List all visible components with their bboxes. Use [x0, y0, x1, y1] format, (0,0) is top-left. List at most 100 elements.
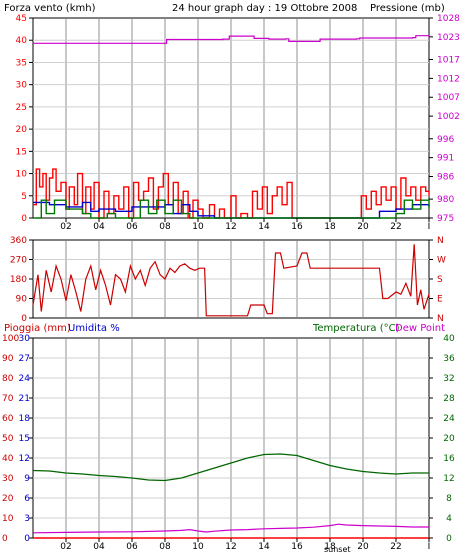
y-tick-label: 270 — [10, 256, 27, 266]
x-tick-label: 20 — [357, 222, 369, 232]
y-tick-label: 180 — [10, 275, 27, 285]
y2-tick-label: 1023 — [437, 33, 460, 43]
y-tick-label: 15 — [16, 147, 27, 157]
humidity-axis-title: Umidita % — [68, 323, 120, 334]
y2-tick-label: 986 — [437, 172, 454, 182]
y-axis-left-ticks: 0 90 180 270 360 — [10, 236, 33, 322]
x-tick-label: 02 — [60, 222, 71, 232]
series-line — [33, 35, 430, 44]
y-tick-label-rain: 30 — [2, 474, 14, 484]
humidity-temperature-chart: Pioggia (mm) Umidita % Temperatura (°C) … — [2, 323, 455, 554]
x-tick-label: I — [428, 542, 431, 552]
x-tick-label: 18 — [324, 222, 336, 232]
y2-tick-label: 28 — [443, 394, 455, 404]
y-tick-label-humidity: 21 — [19, 394, 30, 404]
x-tick-label: 14 — [258, 542, 270, 552]
x-tick-label: 16 — [291, 222, 303, 232]
y-tick-label-rain: 0 — [2, 534, 8, 544]
x-tick-label: 12 — [225, 222, 236, 232]
x-tick-label: 06 — [126, 542, 138, 552]
y2-tick-label: 32 — [443, 374, 454, 384]
y2-tick-label: 0 — [446, 534, 452, 544]
x-tick-label: I — [428, 222, 431, 232]
y2-tick-label: 1012 — [437, 74, 460, 84]
series-line — [33, 168, 430, 219]
y-tick-label-humidity: 6 — [24, 494, 30, 504]
y-tick-label: 25 — [16, 103, 27, 113]
x-tick-label: 12 — [225, 542, 236, 552]
x-tick-label: 10 — [192, 542, 204, 552]
y-tick-label: 35 — [16, 58, 27, 68]
y2-tick-label: 16 — [443, 454, 455, 464]
y-tick-label-rain: 70 — [2, 394, 14, 404]
y-tick-label-humidity: 24 — [19, 374, 31, 384]
x-tick-label: 14 — [258, 222, 270, 232]
y-tick-label: 20 — [16, 125, 28, 135]
x-tick-label: 08 — [159, 222, 171, 232]
x-tick-label: 04 — [93, 542, 105, 552]
x-tick-label: 22 — [390, 542, 401, 552]
pressure-axis-title: Pressione (mb) — [370, 3, 445, 14]
x-tick-label: 10 — [192, 222, 204, 232]
y2-tick-label: 1017 — [437, 56, 460, 66]
y-axis-humidity-ticks: 0 3 6 9 12 15 18 21 24 27 30 — [19, 334, 31, 544]
y-tick-label-humidity: 30 — [19, 334, 31, 344]
wind-pressure-chart: Forza vento (kmh) 24 hour graph day : 19… — [4, 3, 460, 232]
plot-grid — [33, 339, 429, 537]
y2-tick-label: 980 — [437, 195, 454, 205]
y-tick-label: 0 — [21, 214, 27, 224]
temperature-axis-title: Temperatura (°C) — [312, 323, 400, 334]
y-tick-label-rain: 10 — [2, 514, 14, 524]
x-tick-label: 08 — [159, 542, 171, 552]
y-tick-label: 30 — [16, 81, 28, 91]
y2-tick-label: 1028 — [437, 14, 460, 24]
y-axis-left-ticks: 0 5 10 15 20 25 30 35 40 45 — [16, 14, 33, 224]
y-tick-label-rain: 60 — [2, 414, 14, 424]
y2-tick-label: 1002 — [437, 112, 460, 122]
y-tick-label: 360 — [10, 236, 27, 246]
y-tick-label: 45 — [16, 14, 27, 24]
x-tick-label: 06 — [126, 222, 138, 232]
x-axis-ticks: 02 04 06 08 10 12 14 16 18 20 22 I — [60, 218, 430, 232]
series-line — [33, 199, 430, 219]
series-lines — [33, 35, 430, 219]
x-axis-ticks: 02 04 06 08 10 12 14 16 18 20 22 I — [60, 538, 430, 552]
y2-tick-label: N — [437, 236, 444, 246]
y2-tick-label: N — [437, 314, 444, 322]
y-tick-label-rain: 20 — [2, 494, 14, 504]
y-tick-label-rain: 100 — [2, 334, 19, 344]
y-tick-label-humidity: 12 — [19, 454, 30, 464]
y-tick-label-humidity: 9 — [24, 474, 30, 484]
y2-tick-label: 20 — [443, 434, 455, 444]
y2-tick-label: 24 — [443, 414, 455, 424]
y2-tick-label: 991 — [437, 154, 454, 164]
y2-tick-label: 975 — [437, 214, 454, 224]
y2-tick-label: 4 — [446, 514, 452, 524]
y-tick-label-humidity: 27 — [19, 354, 30, 364]
y2-tick-label: E — [437, 295, 443, 305]
y2-tick-label: 12 — [443, 474, 454, 484]
series-line — [32, 453, 429, 482]
y-tick-label-humidity: 0 — [24, 534, 30, 544]
y-tick-label-rain: 40 — [2, 454, 14, 464]
y2-tick-label: S — [437, 275, 443, 285]
x-tick-label: 22 — [390, 222, 401, 232]
y-tick-label: 0 — [21, 314, 27, 322]
y-tick-label-humidity: 3 — [24, 514, 30, 524]
x-tick-label: 20 — [357, 542, 369, 552]
y-tick-label-humidity: 15 — [19, 434, 30, 444]
y-tick-label-rain: 80 — [2, 374, 14, 384]
y-tick-label-humidity: 18 — [19, 414, 31, 424]
y-tick-label: 90 — [16, 295, 28, 305]
y2-tick-label: W — [437, 256, 446, 266]
y-tick-label-rain: 90 — [2, 354, 14, 364]
y-axis-temperature-ticks: 0 4 8 12 16 20 24 28 32 36 40 — [429, 334, 455, 544]
y2-tick-label: 1007 — [437, 93, 460, 103]
y-tick-label: 5 — [21, 192, 27, 202]
x-tick-label: 04 — [93, 222, 105, 232]
y2-tick-label: 8 — [446, 494, 452, 504]
